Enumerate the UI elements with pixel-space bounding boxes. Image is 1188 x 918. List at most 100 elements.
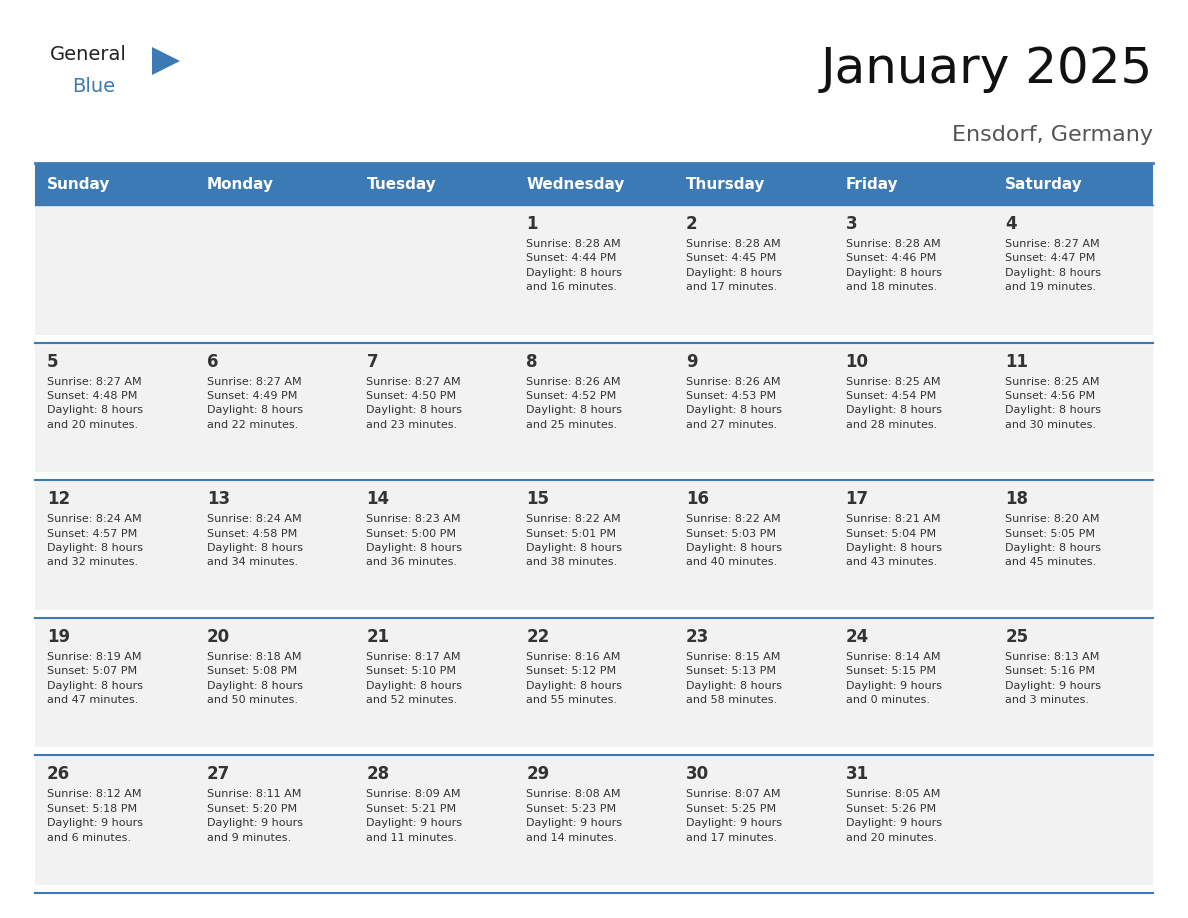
Bar xyxy=(195,756,354,885)
Text: Sunday: Sunday xyxy=(48,176,110,192)
Text: 8: 8 xyxy=(526,353,538,371)
Text: 30: 30 xyxy=(685,766,709,783)
Text: 5: 5 xyxy=(48,353,58,371)
Text: Sunrise: 8:21 AM
Sunset: 5:04 PM
Daylight: 8 hours
and 43 minutes.: Sunrise: 8:21 AM Sunset: 5:04 PM Dayligh… xyxy=(846,514,942,567)
Bar xyxy=(514,480,674,610)
Bar xyxy=(674,756,834,885)
Bar xyxy=(34,480,195,610)
Text: Sunrise: 8:16 AM
Sunset: 5:12 PM
Daylight: 8 hours
and 55 minutes.: Sunrise: 8:16 AM Sunset: 5:12 PM Dayligh… xyxy=(526,652,623,705)
Text: Blue: Blue xyxy=(72,77,115,96)
Bar xyxy=(834,342,993,472)
Text: Friday: Friday xyxy=(846,176,898,192)
Text: 7: 7 xyxy=(366,353,378,371)
Text: 10: 10 xyxy=(846,353,868,371)
Text: Tuesday: Tuesday xyxy=(366,176,436,192)
Bar xyxy=(514,205,674,334)
Bar xyxy=(674,618,834,747)
Bar xyxy=(993,480,1154,610)
Bar xyxy=(34,618,195,747)
Text: 9: 9 xyxy=(685,353,697,371)
Text: 22: 22 xyxy=(526,628,549,645)
Text: 11: 11 xyxy=(1005,353,1029,371)
Text: Thursday: Thursday xyxy=(685,176,765,192)
Text: January 2025: January 2025 xyxy=(821,45,1154,93)
Bar xyxy=(514,756,674,885)
Bar xyxy=(993,205,1154,334)
Text: 28: 28 xyxy=(366,766,390,783)
Text: 6: 6 xyxy=(207,353,219,371)
Bar xyxy=(514,342,674,472)
Text: 13: 13 xyxy=(207,490,229,509)
Bar xyxy=(993,756,1154,885)
Text: Sunrise: 8:27 AM
Sunset: 4:49 PM
Daylight: 8 hours
and 22 minutes.: Sunrise: 8:27 AM Sunset: 4:49 PM Dayligh… xyxy=(207,376,303,430)
Text: Sunrise: 8:27 AM
Sunset: 4:50 PM
Daylight: 8 hours
and 23 minutes.: Sunrise: 8:27 AM Sunset: 4:50 PM Dayligh… xyxy=(366,376,462,430)
Text: Sunrise: 8:24 AM
Sunset: 4:57 PM
Daylight: 8 hours
and 32 minutes.: Sunrise: 8:24 AM Sunset: 4:57 PM Dayligh… xyxy=(48,514,143,567)
Text: Sunrise: 8:12 AM
Sunset: 5:18 PM
Daylight: 9 hours
and 6 minutes.: Sunrise: 8:12 AM Sunset: 5:18 PM Dayligh… xyxy=(48,789,143,843)
Text: 15: 15 xyxy=(526,490,549,509)
Text: 21: 21 xyxy=(366,628,390,645)
Text: 2: 2 xyxy=(685,215,697,233)
Bar xyxy=(354,618,514,747)
Text: Sunrise: 8:26 AM
Sunset: 4:52 PM
Daylight: 8 hours
and 25 minutes.: Sunrise: 8:26 AM Sunset: 4:52 PM Dayligh… xyxy=(526,376,623,430)
Text: Sunrise: 8:20 AM
Sunset: 5:05 PM
Daylight: 8 hours
and 45 minutes.: Sunrise: 8:20 AM Sunset: 5:05 PM Dayligh… xyxy=(1005,514,1101,567)
Text: 31: 31 xyxy=(846,766,868,783)
Text: Sunrise: 8:27 AM
Sunset: 4:48 PM
Daylight: 8 hours
and 20 minutes.: Sunrise: 8:27 AM Sunset: 4:48 PM Dayligh… xyxy=(48,376,143,430)
Text: 19: 19 xyxy=(48,628,70,645)
Bar xyxy=(195,342,354,472)
Bar xyxy=(834,205,993,334)
Text: Sunrise: 8:17 AM
Sunset: 5:10 PM
Daylight: 8 hours
and 52 minutes.: Sunrise: 8:17 AM Sunset: 5:10 PM Dayligh… xyxy=(366,652,462,705)
Bar xyxy=(195,480,354,610)
Text: Monday: Monday xyxy=(207,176,273,192)
Text: Sunrise: 8:07 AM
Sunset: 5:25 PM
Daylight: 9 hours
and 17 minutes.: Sunrise: 8:07 AM Sunset: 5:25 PM Dayligh… xyxy=(685,789,782,843)
Text: Wednesday: Wednesday xyxy=(526,176,625,192)
Text: Sunrise: 8:11 AM
Sunset: 5:20 PM
Daylight: 9 hours
and 9 minutes.: Sunrise: 8:11 AM Sunset: 5:20 PM Dayligh… xyxy=(207,789,303,843)
Polygon shape xyxy=(152,47,181,75)
Text: 25: 25 xyxy=(1005,628,1029,645)
Text: Sunrise: 8:22 AM
Sunset: 5:01 PM
Daylight: 8 hours
and 38 minutes.: Sunrise: 8:22 AM Sunset: 5:01 PM Dayligh… xyxy=(526,514,623,567)
Text: Sunrise: 8:24 AM
Sunset: 4:58 PM
Daylight: 8 hours
and 34 minutes.: Sunrise: 8:24 AM Sunset: 4:58 PM Dayligh… xyxy=(207,514,303,567)
Text: 20: 20 xyxy=(207,628,229,645)
Bar xyxy=(834,756,993,885)
Bar xyxy=(354,480,514,610)
Text: Sunrise: 8:28 AM
Sunset: 4:45 PM
Daylight: 8 hours
and 17 minutes.: Sunrise: 8:28 AM Sunset: 4:45 PM Dayligh… xyxy=(685,239,782,292)
Text: 1: 1 xyxy=(526,215,538,233)
Bar xyxy=(993,618,1154,747)
Bar xyxy=(674,205,834,334)
Bar xyxy=(354,342,514,472)
Text: Sunrise: 8:26 AM
Sunset: 4:53 PM
Daylight: 8 hours
and 27 minutes.: Sunrise: 8:26 AM Sunset: 4:53 PM Dayligh… xyxy=(685,376,782,430)
Text: Sunrise: 8:23 AM
Sunset: 5:00 PM
Daylight: 8 hours
and 36 minutes.: Sunrise: 8:23 AM Sunset: 5:00 PM Dayligh… xyxy=(366,514,462,567)
Text: 18: 18 xyxy=(1005,490,1029,509)
Text: 29: 29 xyxy=(526,766,549,783)
Text: General: General xyxy=(50,45,127,64)
Bar xyxy=(354,205,514,334)
Bar xyxy=(34,342,195,472)
Text: Sunrise: 8:28 AM
Sunset: 4:44 PM
Daylight: 8 hours
and 16 minutes.: Sunrise: 8:28 AM Sunset: 4:44 PM Dayligh… xyxy=(526,239,623,292)
Bar xyxy=(834,480,993,610)
Bar xyxy=(354,756,514,885)
Text: Sunrise: 8:25 AM
Sunset: 4:54 PM
Daylight: 8 hours
and 28 minutes.: Sunrise: 8:25 AM Sunset: 4:54 PM Dayligh… xyxy=(846,376,942,430)
Text: 14: 14 xyxy=(366,490,390,509)
Bar xyxy=(195,205,354,334)
Text: Sunrise: 8:27 AM
Sunset: 4:47 PM
Daylight: 8 hours
and 19 minutes.: Sunrise: 8:27 AM Sunset: 4:47 PM Dayligh… xyxy=(1005,239,1101,292)
Text: Ensdorf, Germany: Ensdorf, Germany xyxy=(952,125,1154,145)
Text: Sunrise: 8:05 AM
Sunset: 5:26 PM
Daylight: 9 hours
and 20 minutes.: Sunrise: 8:05 AM Sunset: 5:26 PM Dayligh… xyxy=(846,789,942,843)
Bar xyxy=(34,163,1154,205)
Text: 12: 12 xyxy=(48,490,70,509)
Text: 3: 3 xyxy=(846,215,858,233)
Text: Sunrise: 8:13 AM
Sunset: 5:16 PM
Daylight: 9 hours
and 3 minutes.: Sunrise: 8:13 AM Sunset: 5:16 PM Dayligh… xyxy=(1005,652,1101,705)
Text: Sunrise: 8:19 AM
Sunset: 5:07 PM
Daylight: 8 hours
and 47 minutes.: Sunrise: 8:19 AM Sunset: 5:07 PM Dayligh… xyxy=(48,652,143,705)
Bar xyxy=(34,205,195,334)
Text: Sunrise: 8:18 AM
Sunset: 5:08 PM
Daylight: 8 hours
and 50 minutes.: Sunrise: 8:18 AM Sunset: 5:08 PM Dayligh… xyxy=(207,652,303,705)
Text: Sunrise: 8:28 AM
Sunset: 4:46 PM
Daylight: 8 hours
and 18 minutes.: Sunrise: 8:28 AM Sunset: 4:46 PM Dayligh… xyxy=(846,239,942,292)
Text: 27: 27 xyxy=(207,766,230,783)
Bar xyxy=(834,618,993,747)
Text: 16: 16 xyxy=(685,490,709,509)
Bar xyxy=(993,342,1154,472)
Bar xyxy=(34,756,195,885)
Text: Sunrise: 8:08 AM
Sunset: 5:23 PM
Daylight: 9 hours
and 14 minutes.: Sunrise: 8:08 AM Sunset: 5:23 PM Dayligh… xyxy=(526,789,623,843)
Text: Sunrise: 8:09 AM
Sunset: 5:21 PM
Daylight: 9 hours
and 11 minutes.: Sunrise: 8:09 AM Sunset: 5:21 PM Dayligh… xyxy=(366,789,462,843)
Text: 24: 24 xyxy=(846,628,868,645)
Text: 26: 26 xyxy=(48,766,70,783)
Bar xyxy=(674,480,834,610)
Text: Sunrise: 8:25 AM
Sunset: 4:56 PM
Daylight: 8 hours
and 30 minutes.: Sunrise: 8:25 AM Sunset: 4:56 PM Dayligh… xyxy=(1005,376,1101,430)
